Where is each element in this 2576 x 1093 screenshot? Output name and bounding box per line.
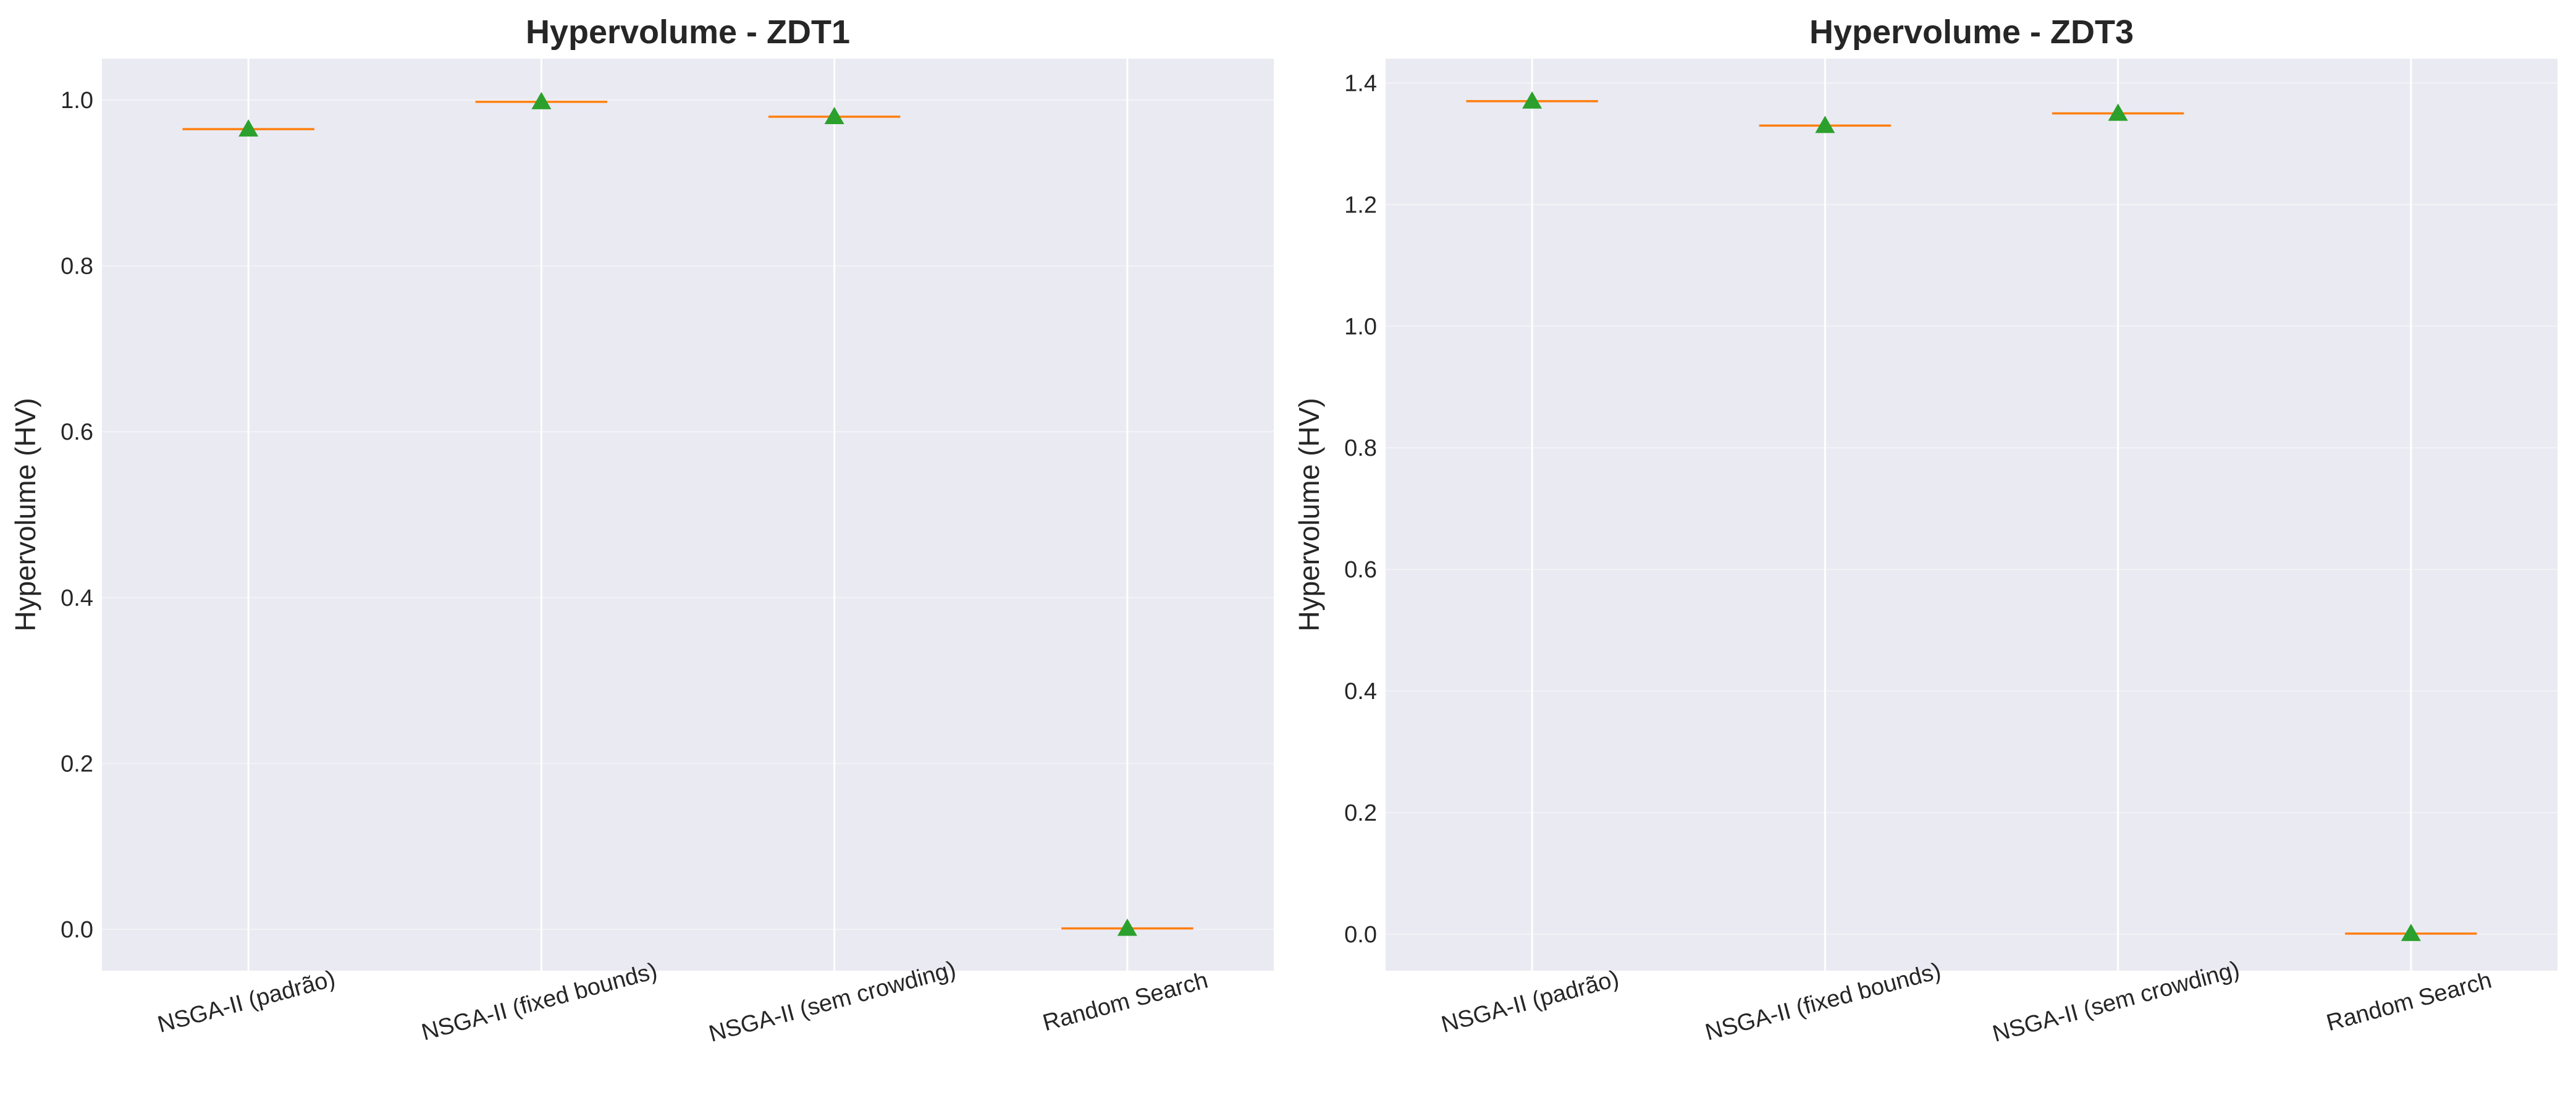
subplot-2: 0.0 0.2 0.4 0.6 0.8 1.0 1.2 1.4 NSGA-II (padrão)… (1293, 14, 2557, 1047)
mean-marker (531, 91, 552, 109)
y-tick-label: 0.8 (1344, 435, 1377, 461)
x-tick-label: NSGA-II (padrão) (155, 966, 338, 1038)
mean-marker (1522, 91, 1543, 109)
y-tick-label: 0.0 (61, 917, 93, 943)
x-tick-label: NSGA-II (fixed bounds) (1703, 958, 1943, 1045)
mean-marker (2401, 923, 2421, 941)
y-tick-label: 1.0 (1344, 314, 1377, 340)
y-tick-label: 0.2 (1344, 800, 1377, 826)
x-tick-label: Random Search (1040, 968, 1211, 1037)
y-axis-label: Hypervolume (HV) (9, 398, 41, 631)
mean-marker (1117, 918, 1137, 936)
chart-title: Hypervolume - ZDT1 (526, 14, 850, 51)
plot-area (102, 59, 1274, 971)
x-tick-label: NSGA-II (padrão) (1439, 966, 1622, 1038)
y-tick-label: 0.2 (61, 751, 93, 777)
x-tick-label: Random Search (2324, 968, 2494, 1037)
y-tick-label: 0.4 (1344, 679, 1377, 705)
y-tick-label: 1.2 (1344, 192, 1377, 218)
mean-marker (824, 106, 844, 124)
y-axis-label: Hypervolume (HV) (1293, 398, 1325, 631)
chart-title: Hypervolume - ZDT3 (1809, 14, 2134, 51)
y-tick-label: 1.4 (1344, 70, 1377, 96)
y-tick-label: 0.4 (61, 585, 93, 611)
y-tick-label: 0.0 (1344, 922, 1377, 948)
plot-area (1386, 59, 2557, 971)
mean-marker (238, 119, 259, 137)
y-tick-label: 0.6 (61, 419, 93, 445)
y-tick-label: 1.0 (61, 88, 93, 114)
subplot-1: 0.0 0.2 0.4 0.6 0.8 1.0 NSGA-II (padrão) NSGA-I… (9, 14, 1274, 1047)
y-tick-label: 0.6 (1344, 557, 1377, 583)
y-tick-label: 0.8 (61, 254, 93, 280)
mean-marker (2108, 103, 2128, 121)
mean-marker (1815, 115, 1835, 133)
x-tick-label: NSGA-II (fixed bounds) (419, 958, 660, 1045)
